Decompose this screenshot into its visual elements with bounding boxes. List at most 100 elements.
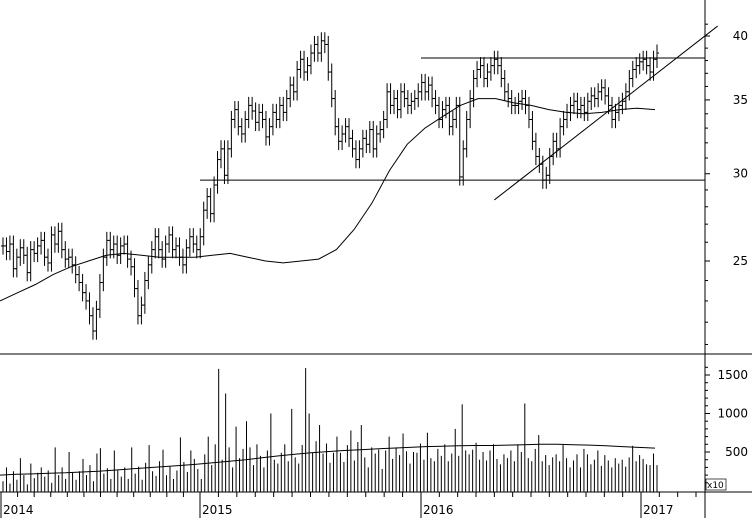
ohlc-bar xyxy=(281,96,286,122)
ohlc-bar xyxy=(585,92,590,122)
ohlc-bar xyxy=(513,96,518,115)
ohlc-bar xyxy=(454,96,459,129)
ohlc-bar xyxy=(371,121,376,158)
ohlc-bar xyxy=(547,147,552,185)
ohlc-bar xyxy=(471,69,476,108)
ohlc-bar xyxy=(63,241,68,268)
x-tick-label: 2016 xyxy=(423,503,454,517)
ohlc-bar xyxy=(87,292,92,325)
ohlc-bar xyxy=(461,140,466,186)
ohlc-bar xyxy=(142,272,147,314)
ohlc-bar xyxy=(437,96,441,129)
ohlc-bar xyxy=(644,50,649,75)
ohlc-bar xyxy=(637,53,642,75)
ohlc-bar xyxy=(502,69,507,101)
ohlc-bar xyxy=(274,103,279,129)
ohlc-bar xyxy=(45,248,50,272)
ohlc-bar xyxy=(360,129,365,158)
price-tick-label: 25 xyxy=(733,254,748,268)
ohlc-bar xyxy=(160,241,165,268)
x-tick-label: 2017 xyxy=(643,503,674,517)
ohlc-bar xyxy=(405,90,410,115)
ohlc-bar xyxy=(167,226,172,253)
ohlc-bar xyxy=(184,239,189,274)
ohlc-bar xyxy=(59,222,64,259)
ohlc-bar xyxy=(1,237,5,255)
ohlc-bar xyxy=(620,92,625,115)
ohlc-bar xyxy=(385,83,390,129)
ohlc-bar xyxy=(277,96,282,129)
ohlc-bar xyxy=(14,248,19,278)
ohlc-bar xyxy=(578,96,583,119)
ohlc-bar xyxy=(270,103,275,136)
ohlc-bar xyxy=(610,96,615,129)
price-moving-average xyxy=(0,98,656,302)
price-panel xyxy=(0,25,718,340)
ohlc-bar xyxy=(32,241,37,263)
ohlc-bar xyxy=(398,83,403,119)
ohlc-bar xyxy=(457,96,462,186)
ohlc-bar xyxy=(589,87,594,110)
ohlc-bar xyxy=(225,140,230,185)
ohlc-bar xyxy=(485,63,490,88)
ohlc-bar xyxy=(468,90,473,129)
ohlc-bar xyxy=(302,50,307,81)
ohlc-bar xyxy=(118,237,123,264)
ohlc-bar xyxy=(526,96,531,129)
ohlc-bar xyxy=(378,121,383,143)
ohlc-bar xyxy=(554,132,559,158)
ohlc-bar xyxy=(246,96,251,129)
ohlc-bar xyxy=(180,248,185,274)
ohlc-bar xyxy=(353,140,358,169)
ohlc-bar xyxy=(582,96,587,122)
ohlc-bar xyxy=(558,118,563,158)
ohlc-bar xyxy=(101,248,106,292)
ohlc-bar xyxy=(56,222,61,253)
ohlc-bar xyxy=(374,125,379,158)
ohlc-bar xyxy=(357,140,362,169)
ohlc-bar xyxy=(94,300,99,340)
ohlc-bar xyxy=(257,103,262,132)
ohlc-bar xyxy=(104,231,109,266)
ohlc-bar xyxy=(315,35,320,62)
ohlc-bar xyxy=(222,140,227,185)
ohlc-bar xyxy=(603,79,608,105)
ohlc-bar xyxy=(163,235,168,268)
ohlc-bar xyxy=(263,110,268,146)
ohlc-bar xyxy=(250,96,255,120)
ohlc-bar xyxy=(49,226,54,272)
multiplier-box xyxy=(705,478,727,491)
ohlc-bar xyxy=(135,280,140,325)
ohlc-bar xyxy=(201,201,206,246)
price-tick-label: 40 xyxy=(733,29,748,43)
ohlc-bar xyxy=(450,110,455,136)
ohlc-bar xyxy=(481,57,486,88)
ohlc-bar xyxy=(364,129,369,154)
ohlc-bar xyxy=(115,235,120,264)
ohlc-bar xyxy=(70,248,75,274)
ohlc-bar xyxy=(149,241,154,274)
ohlc-bar xyxy=(367,121,372,154)
ohlc-bar xyxy=(475,60,480,88)
ohlc-bar xyxy=(39,231,44,255)
ohlc-bar xyxy=(426,76,431,101)
ohlc-bar xyxy=(412,90,417,110)
ohlc-bar xyxy=(350,129,355,158)
ohlc-bar xyxy=(520,90,525,110)
ohlc-bar xyxy=(84,284,89,310)
ohlc-bar xyxy=(232,101,237,129)
volume-multiplier-label: x10 xyxy=(707,481,724,491)
ohlc-bar xyxy=(329,63,334,108)
ohlc-bar xyxy=(492,50,497,75)
ohlc-bar xyxy=(495,50,500,75)
ohlc-bar xyxy=(291,76,296,101)
price-tick-label: 30 xyxy=(733,167,748,181)
ohlc-bar xyxy=(423,73,428,101)
ohlc-bar xyxy=(253,102,258,132)
ohlc-bar xyxy=(392,90,397,115)
ohlc-bar xyxy=(156,228,161,259)
ohlc-bar xyxy=(28,241,33,282)
ohlc-bar xyxy=(298,50,303,79)
ohlc-bar xyxy=(239,118,244,143)
